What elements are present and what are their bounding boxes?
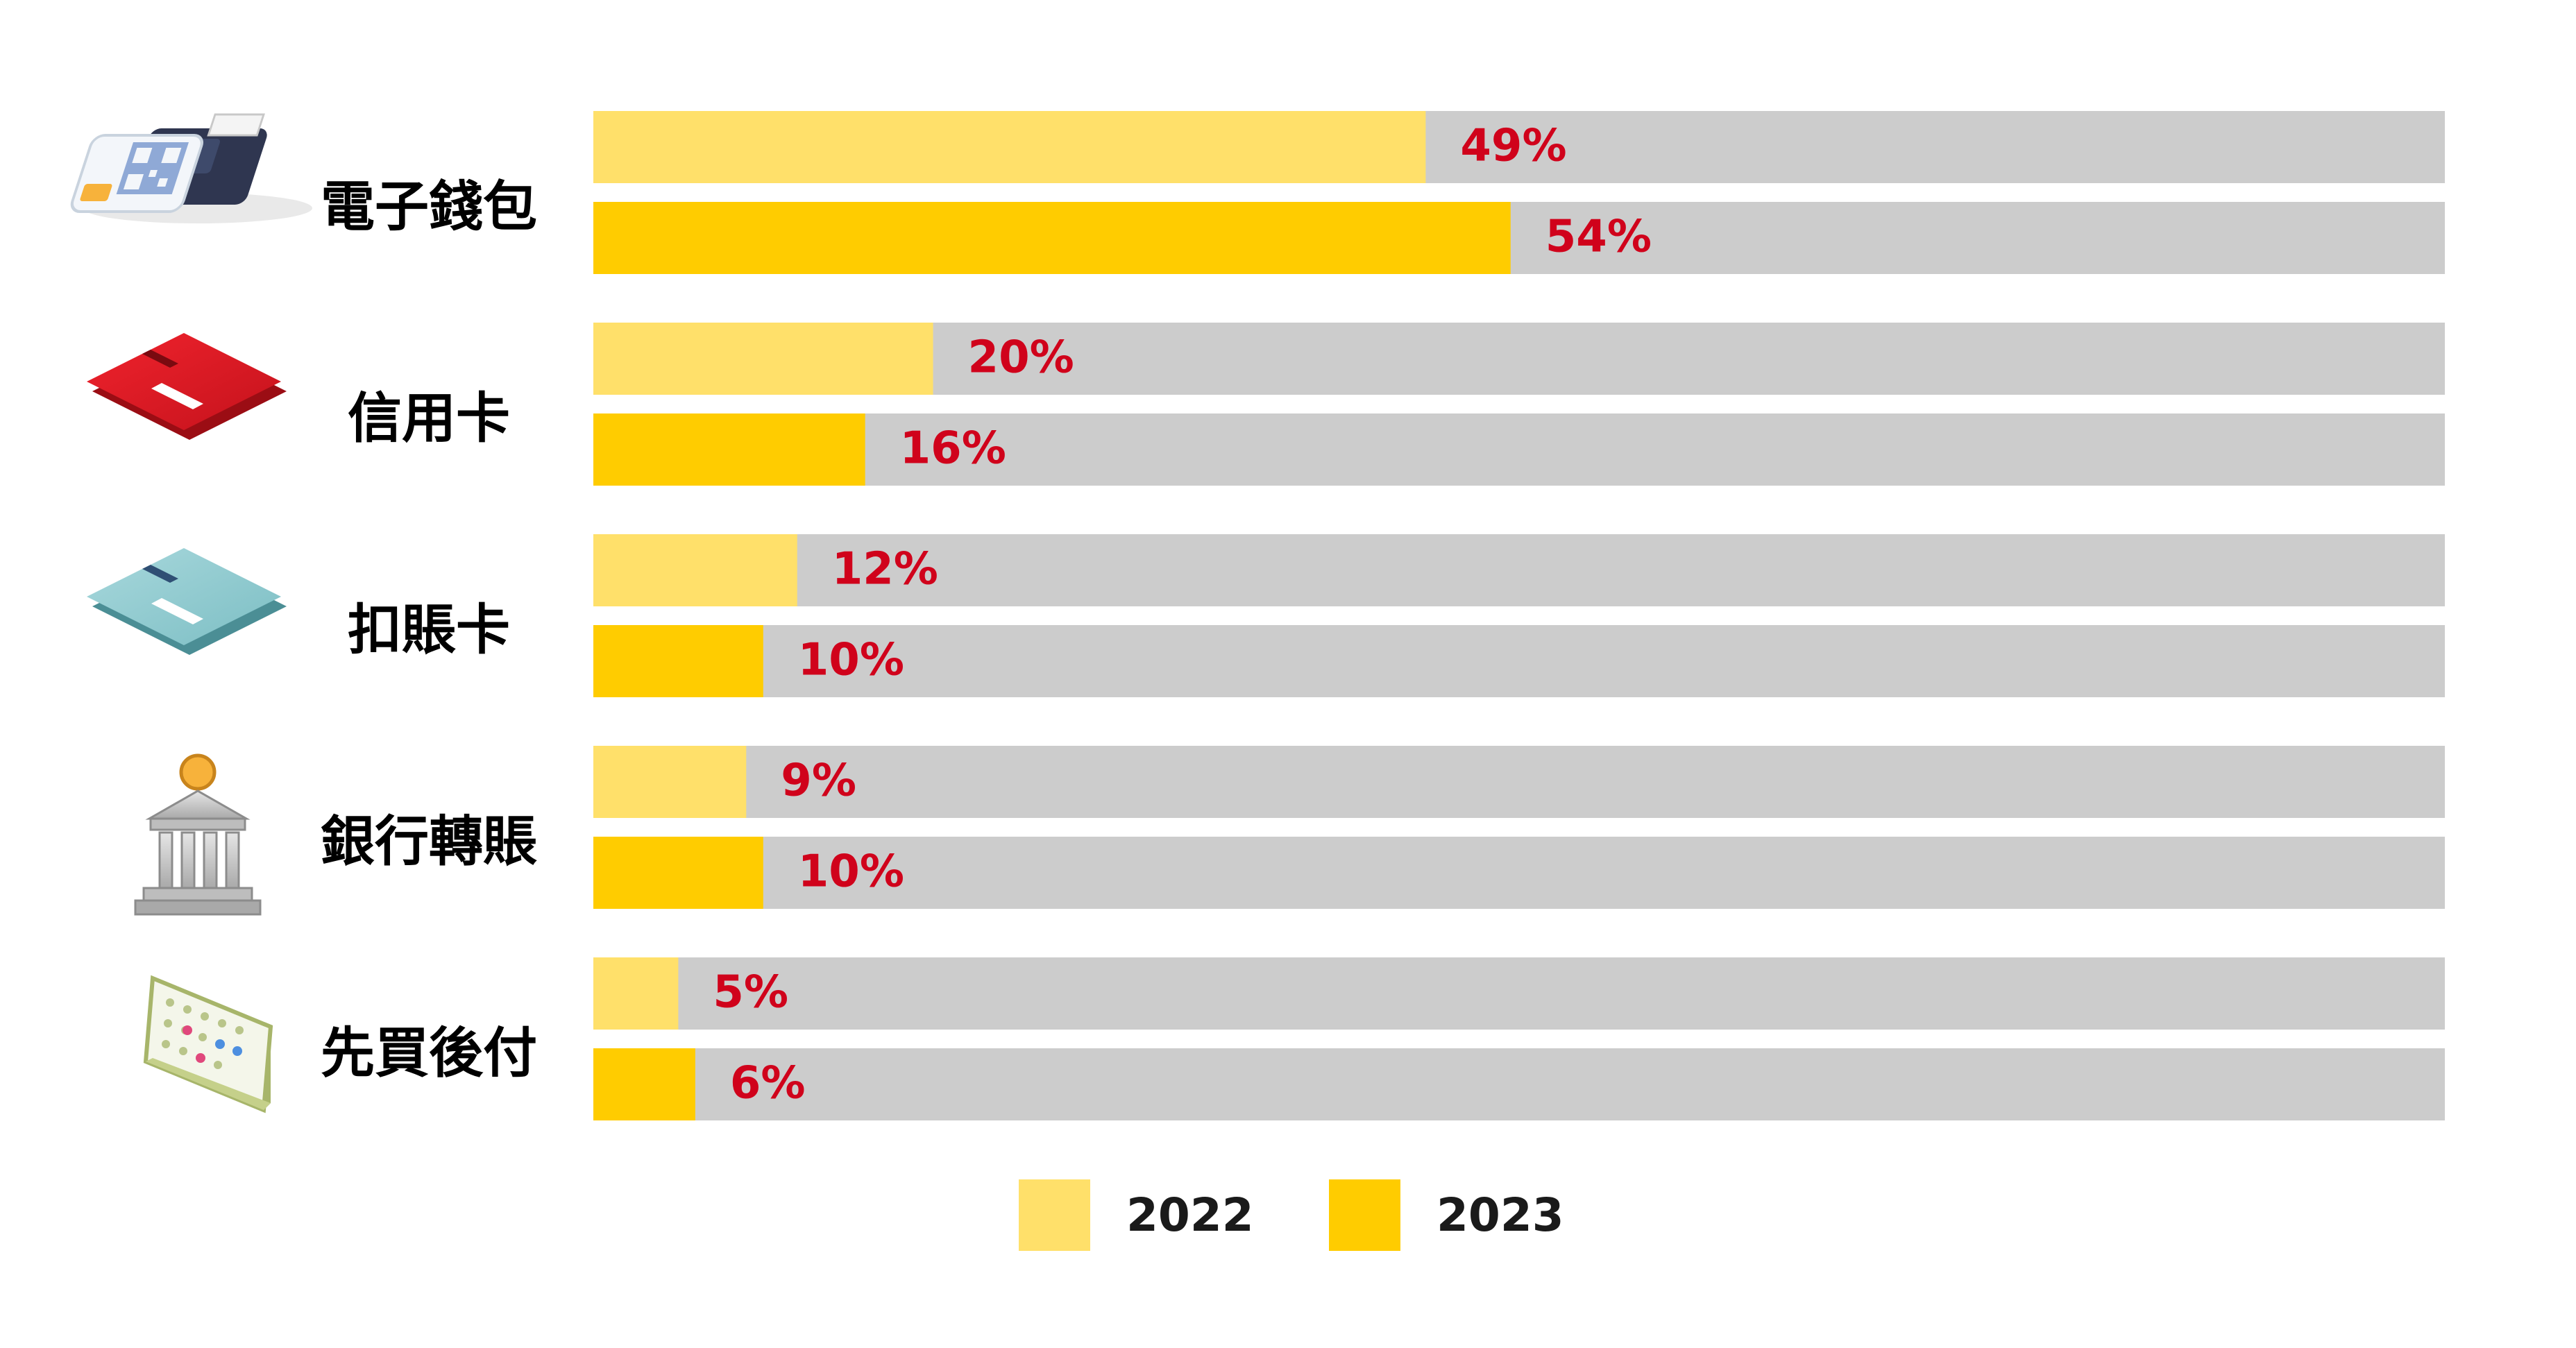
bars: 電子錢包 49% 54% 信用卡 20% 16% 扣賬卡 12% 10% 銀行轉賬 9% 10% 先買後… [321, 111, 2445, 1120]
bar-track [593, 746, 2445, 818]
value-label: 16% [900, 423, 1006, 475]
legend-swatch-2023 [1329, 1179, 1400, 1251]
category-label: 銀行轉賬 [321, 810, 537, 873]
category-label: 扣賬卡 [348, 599, 510, 661]
bar-2023 [593, 837, 763, 909]
value-label: 49% [1460, 121, 1566, 172]
value-label: 10% [798, 635, 904, 686]
bar-2022 [593, 323, 933, 395]
value-label: 6% [730, 1058, 806, 1109]
value-label: 5% [713, 967, 788, 1018]
bar-track [593, 957, 2445, 1030]
bank-icon [134, 753, 262, 916]
legend: 2022 2023 [1019, 1179, 1564, 1251]
bar-2023 [593, 1048, 695, 1120]
bar-2022 [593, 111, 1426, 183]
bar-2022 [593, 534, 797, 606]
payment-terminal-icon [70, 113, 312, 223]
value-label: 9% [781, 756, 856, 807]
bar-2023 [593, 413, 865, 486]
bar-track [593, 625, 2445, 697]
legend-label: 2022 [1126, 1188, 1254, 1242]
bar-2022 [593, 957, 679, 1030]
value-label: 54% [1545, 212, 1652, 263]
bar-track [593, 413, 2445, 486]
value-label: 10% [798, 846, 904, 898]
bar-2023 [593, 202, 1511, 274]
value-label: 20% [968, 332, 1074, 384]
bar-track [593, 534, 2445, 606]
bar-2022 [593, 746, 747, 818]
category-label: 信用卡 [348, 387, 510, 450]
value-label: 12% [832, 544, 938, 595]
legend-swatch-2022 [1019, 1179, 1090, 1251]
category-label: 先買後付 [321, 1022, 537, 1084]
debit-card-icon [87, 548, 287, 655]
category-label: 電子錢包 [321, 176, 537, 238]
credit-card-icon [87, 333, 287, 440]
bar-2023 [593, 625, 763, 697]
calendar-icon [143, 975, 273, 1114]
bar-track [593, 837, 2445, 909]
bar-track [593, 1048, 2445, 1120]
legend-label: 2023 [1437, 1188, 1564, 1242]
